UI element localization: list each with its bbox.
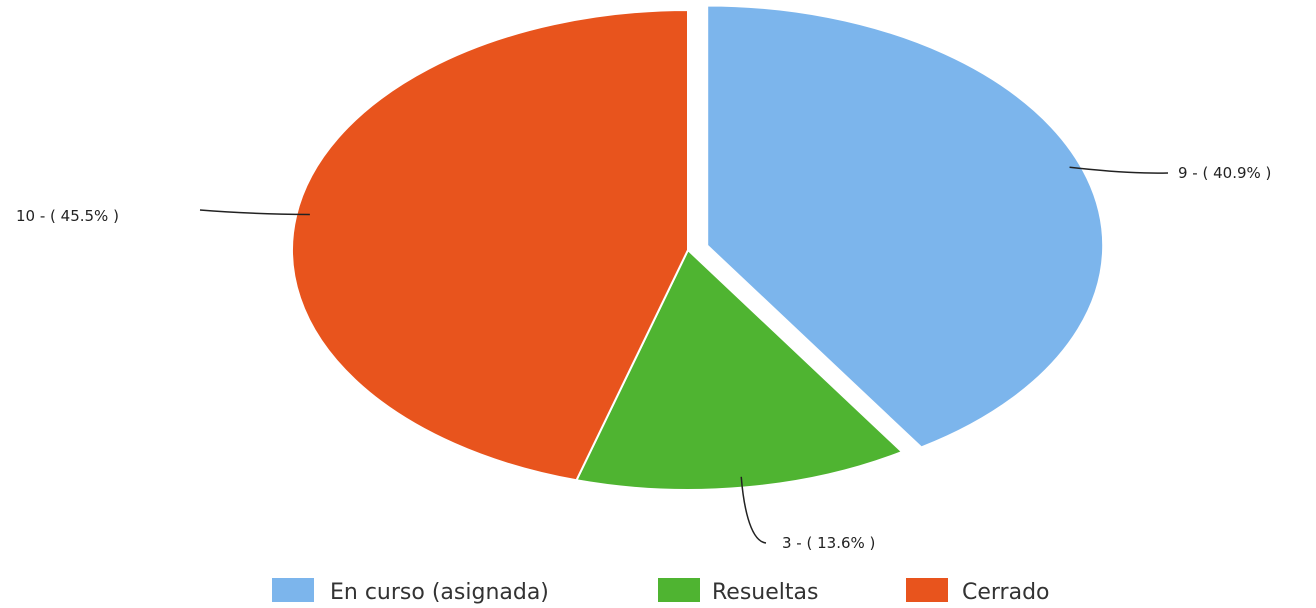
legend-swatch — [658, 578, 700, 602]
legend-label: En curso (asignada) — [330, 580, 549, 604]
legend-item[interactable]: Cerrado — [906, 578, 1050, 605]
legend-item[interactable]: En curso (asignada) — [272, 578, 549, 605]
leader-line — [1069, 166, 1169, 174]
data-label: 10 - ( 45.5% ) — [16, 207, 119, 225]
data-label: 3 - ( 13.6% ) — [782, 534, 875, 552]
legend-label: Cerrado — [962, 580, 1050, 604]
legend-label: Resueltas — [712, 580, 818, 604]
legend-swatch — [272, 578, 314, 602]
pie-slice-cerrado[interactable] — [291, 8, 689, 482]
pie-slice-en-curso-asignada[interactable] — [706, 4, 1105, 449]
legend-item[interactable]: Resueltas — [658, 578, 818, 605]
legend: En curso (asignada) Resueltas Cerrado — [272, 578, 1050, 605]
leader-line — [740, 476, 767, 544]
data-labels-layer: 9 - ( 40.9% ) 3 - ( 13.6% ) 10 - ( 45.5% ) — [16, 164, 1271, 552]
legend-swatch — [906, 578, 948, 602]
slices-layer — [291, 4, 1105, 491]
pie-slice-resueltas[interactable] — [574, 248, 904, 491]
leader-line — [199, 209, 310, 216]
data-label: 9 - ( 40.9% ) — [1178, 164, 1271, 182]
